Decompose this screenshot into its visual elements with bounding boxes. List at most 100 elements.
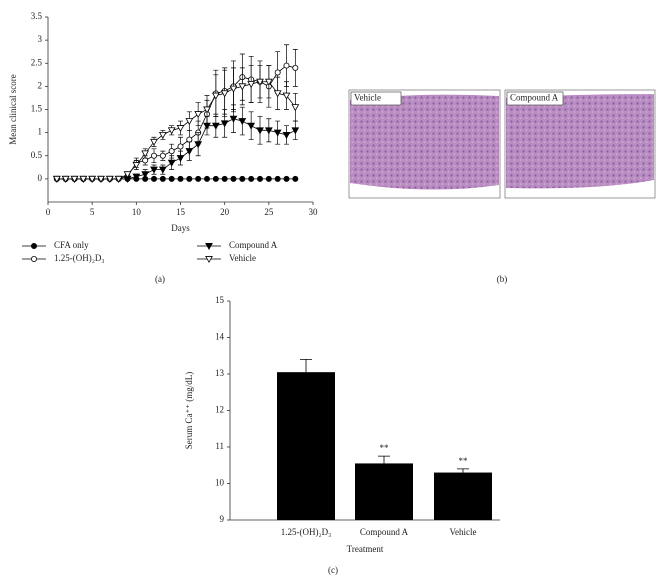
marker (185, 148, 194, 156)
x-tick-label: 25 (264, 207, 274, 217)
image-label: Vehicle (354, 93, 381, 103)
marker (167, 127, 176, 135)
bar (277, 372, 335, 520)
image-label: Compound A (510, 93, 559, 103)
legend-marker (30, 242, 37, 249)
marker (177, 143, 184, 150)
marker (247, 122, 256, 130)
marker (265, 175, 272, 182)
legend-marker (205, 256, 213, 264)
significance-label: ** (459, 456, 469, 466)
label-box (506, 91, 564, 106)
marker (264, 78, 273, 86)
marker (282, 131, 291, 139)
marker (123, 171, 132, 179)
marker (176, 125, 185, 133)
marker (203, 106, 211, 114)
error-bar (457, 468, 469, 473)
y-tick-label: 3 (38, 34, 43, 44)
x-tick-label: Compound A (360, 527, 409, 537)
marker (158, 131, 167, 139)
marker (97, 175, 105, 183)
marker (230, 175, 237, 182)
marker (61, 175, 70, 183)
y-tick-label: 1 (38, 127, 43, 137)
marker (283, 62, 290, 69)
marker (177, 175, 184, 182)
marker (168, 148, 175, 155)
x-axis-label: Days (171, 223, 190, 233)
marker (142, 157, 149, 164)
y-tick-label: 2.5 (31, 57, 43, 67)
y-tick-label: 11 (215, 441, 224, 451)
marker (168, 175, 175, 182)
label-box (350, 91, 402, 106)
significance-label: ** (380, 443, 390, 453)
y-tick-label: 10 (215, 478, 225, 488)
marker (211, 92, 220, 100)
marker (150, 166, 158, 174)
marker (88, 175, 97, 183)
marker (105, 175, 114, 183)
marker (159, 175, 166, 182)
x-tick-label: 0 (46, 207, 51, 217)
marker (220, 120, 229, 128)
marker (203, 175, 210, 182)
marker (185, 118, 194, 126)
bar (355, 463, 413, 520)
marker (273, 90, 282, 98)
y-tick-label: 15 (215, 295, 225, 305)
panel-caption: (b) (497, 274, 508, 284)
y-tick-label: 2 (38, 80, 43, 90)
y-tick-label: 12 (215, 405, 224, 415)
x-tick-label: 15 (176, 207, 186, 217)
panel-caption: (c) (328, 565, 338, 575)
x-axis-label: Treatment (347, 544, 384, 554)
x-tick-label: 1.25-(OH)₂D₃ (281, 527, 332, 537)
marker (292, 175, 299, 182)
x-tick-label: 30 (309, 207, 319, 217)
legend-label: 1.25-(OH)₂D₃ (54, 253, 105, 263)
legend-label: Compound A (229, 240, 278, 250)
legend-label: CFA only (54, 240, 89, 250)
marker (220, 90, 229, 98)
marker (141, 171, 150, 179)
marker (292, 64, 299, 71)
y-tick-label: 1.5 (31, 104, 43, 114)
marker (291, 104, 300, 112)
marker (229, 115, 238, 123)
marker (221, 175, 228, 182)
marker (256, 78, 264, 86)
marker (291, 127, 300, 135)
marker (150, 138, 158, 146)
y-tick-label: 0.5 (31, 150, 43, 160)
marker (176, 155, 185, 163)
marker (158, 166, 167, 174)
marker (274, 175, 281, 182)
error-bar (300, 359, 312, 373)
marker (150, 175, 157, 182)
marker (150, 152, 157, 159)
tissue-image (350, 94, 499, 190)
legend-label: Vehicle (229, 253, 256, 263)
y-tick-label: 3.5 (31, 11, 43, 21)
marker (238, 118, 247, 126)
x-tick-label: 20 (220, 207, 230, 217)
marker (141, 150, 150, 158)
marker (194, 141, 203, 149)
marker (283, 175, 290, 182)
y-tick-label: 9 (220, 514, 225, 524)
panel-caption: (a) (155, 274, 165, 284)
marker (186, 175, 193, 182)
legend-marker (30, 255, 37, 262)
legend-marker (205, 243, 213, 251)
tissue-image (506, 94, 654, 189)
error-bar (378, 455, 390, 464)
y-tick-label: 14 (215, 332, 225, 342)
marker (52, 175, 61, 183)
marker (79, 175, 88, 183)
marker (238, 83, 247, 91)
marker (211, 122, 220, 130)
marker (264, 127, 273, 135)
